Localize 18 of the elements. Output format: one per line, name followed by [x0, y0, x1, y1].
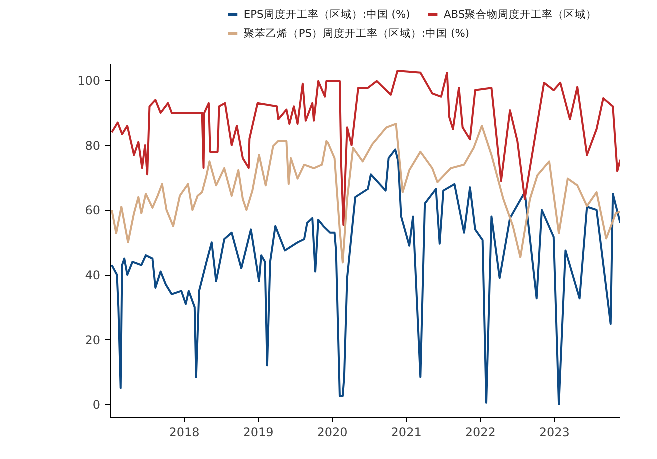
line-series — [110, 70, 620, 226]
y-tick-label: 100 — [78, 74, 100, 88]
line-series — [110, 148, 620, 406]
x-tick-label: 2021 — [391, 426, 422, 440]
y-tick-label: 40 — [85, 268, 101, 283]
x-tick-label: 2019 — [243, 426, 274, 440]
legend-label: 聚苯乙烯（PS）周度开工率（区域）:中国 (%) — [244, 27, 470, 40]
x-tick-label: 2018 — [169, 426, 200, 440]
y-tick-label: 80 — [85, 138, 101, 153]
x-tick-label: 2022 — [465, 426, 496, 440]
y-tick-label: 20 — [85, 333, 101, 348]
line-series — [110, 123, 620, 264]
legend-label: ABS聚合物周度开工率（区域） — [444, 8, 598, 21]
y-tick-label: 60 — [85, 204, 101, 218]
x-tick-label: 2023 — [539, 426, 570, 440]
y-tick-label: 0 — [92, 398, 101, 412]
x-tick-label: 2020 — [317, 426, 348, 440]
legend-label: EPS周度开工率（区域）:中国 (%) — [244, 8, 410, 21]
